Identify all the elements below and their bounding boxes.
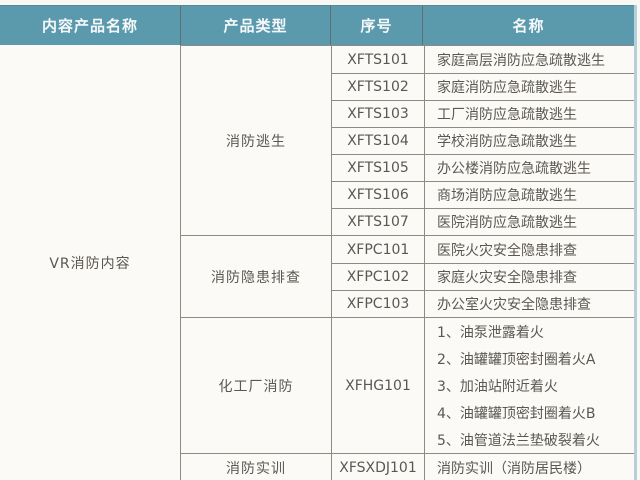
table-row: XFPC103 办公室火灾安全隐患排查 bbox=[332, 290, 634, 317]
header-name: 名称 bbox=[422, 6, 634, 45]
table-row: XFPC101 医院火灾安全隐患排查 bbox=[332, 236, 634, 263]
table-row: XFTS102 家庭消防应急疏散逃生 bbox=[332, 73, 634, 100]
table-row: XFTS103 工厂消防应急疏散逃生 bbox=[332, 100, 634, 127]
product-type-group: 消防逃生 XFTS101 家庭高层消防应急疏散逃生 XFTS102 家庭消防应急疏散逃生… bbox=[181, 46, 634, 235]
product-name-line: 1、油泵泄露着火 bbox=[437, 324, 544, 341]
serial-code-cell: XFTS106 bbox=[347, 187, 409, 203]
header-product-type: 产品类型 bbox=[180, 6, 330, 45]
table-row: XFTS106 商场消防应急疏散逃生 bbox=[332, 181, 634, 208]
serial-code-cell: XFTS107 bbox=[347, 214, 409, 230]
serial-code-cell: XFTS105 bbox=[347, 160, 409, 176]
serial-code-cell: XFPC101 bbox=[346, 241, 410, 258]
serial-code-cell: XFTS102 bbox=[347, 79, 409, 95]
table-row: XFTS105 办公楼消防应急疏散逃生 bbox=[332, 154, 634, 181]
product-name-cell: 医院消防应急疏散逃生 bbox=[424, 209, 634, 235]
table-row: XFPC102 家庭火灾安全隐患排查 bbox=[332, 263, 634, 290]
table-row: XFSXDJ101 消防实训（消防居民楼） bbox=[332, 454, 634, 480]
product-type-group: 化工厂消防 XFHG101 1、油泵泄露着火 2、油罐罐顶密封圈着火A 3、加油站附近着… bbox=[181, 317, 634, 453]
product-groups: 消防逃生 XFTS101 家庭高层消防应急疏散逃生 XFTS102 家庭消防应急疏散逃生… bbox=[180, 45, 634, 480]
table-header-row: 内容产品名称 产品类型 序号 名称 bbox=[0, 5, 634, 45]
group-rows: XFPC101 医院火灾安全隐患排查 XFPC102 家庭火灾安全隐患排查 XFPC10… bbox=[331, 236, 634, 317]
product-name-line: 5、油管道法兰垫破裂着火 bbox=[437, 432, 600, 449]
product-name-line: 3、加油站附近着火 bbox=[437, 378, 558, 395]
group-rows: XFSXDJ101 消防实训（消防居民楼） bbox=[331, 454, 634, 480]
product-type-cell: 化工厂消防 bbox=[218, 378, 294, 395]
serial-code-cell: XFTS101 bbox=[347, 51, 409, 68]
serial-code-cell: XFSXDJ101 bbox=[339, 459, 417, 476]
product-type-cell: 消防实训 bbox=[226, 460, 286, 477]
product-name-cell: 1、油泵泄露着火 2、油罐罐顶密封圈着火A 3、加油站附近着火 4、油罐罐顶密封圈着火… bbox=[424, 318, 634, 453]
product-name-cell: 消防实训（消防居民楼） bbox=[424, 454, 634, 480]
content-product-name-cell: VR消防内容 bbox=[49, 256, 131, 272]
serial-code-cell: XFHG101 bbox=[345, 377, 411, 394]
header-serial-number: 序号 bbox=[330, 6, 422, 45]
table-row: XFTS107 医院消防应急疏散逃生 bbox=[332, 208, 634, 235]
table-body: VR消防内容 消防逃生 XFTS101 家庭高层消防应急疏散逃生 XFTS102 家庭消… bbox=[0, 45, 634, 480]
product-name-cell: 家庭消防应急疏散逃生 bbox=[424, 74, 634, 100]
product-type-group: 消防实训 XFSXDJ101 消防实训（消防居民楼） bbox=[181, 453, 634, 480]
table-row: XFHG101 1、油泵泄露着火 2、油罐罐顶密封圈着火A 3、加油站附近着火 4、油罐… bbox=[332, 318, 634, 453]
group-rows: XFTS101 家庭高层消防应急疏散逃生 XFTS102 家庭消防应急疏散逃生 XFTS… bbox=[331, 46, 634, 235]
product-name-cell: 工厂消防应急疏散逃生 bbox=[424, 101, 634, 127]
product-name-cell: 家庭高层消防应急疏散逃生 bbox=[424, 46, 634, 73]
product-name-cell: 办公室火灾安全隐患排查 bbox=[424, 291, 634, 317]
product-name-cell: 医院火灾安全隐患排查 bbox=[424, 236, 634, 263]
product-table: 内容产品名称 产品类型 序号 名称 VR消防内容 消防逃生 XFTS101 家庭高层… bbox=[0, 5, 637, 480]
table-row: XFTS101 家庭高层消防应急疏散逃生 bbox=[332, 46, 634, 73]
serial-code-cell: XFTS103 bbox=[347, 106, 409, 122]
product-name-cell: 学校消防应急疏散逃生 bbox=[424, 128, 634, 154]
product-name-line: 4、油罐罐顶密封圈着火B bbox=[437, 405, 596, 422]
product-name-cell: 商场消防应急疏散逃生 bbox=[424, 182, 634, 208]
product-type-cell: 消防隐患排查 bbox=[211, 269, 301, 286]
serial-code-cell: XFPC102 bbox=[346, 269, 410, 285]
product-name-cell: 家庭火灾安全隐患排查 bbox=[424, 264, 634, 290]
product-name-cell: 办公楼消防应急疏散逃生 bbox=[424, 155, 634, 181]
serial-code-cell: XFTS104 bbox=[347, 133, 409, 149]
table-row: XFTS104 学校消防应急疏散逃生 bbox=[332, 127, 634, 154]
header-content-product-name: 内容产品名称 bbox=[41, 17, 138, 35]
serial-code-cell: XFPC103 bbox=[346, 296, 410, 312]
product-type-cell: 消防逃生 bbox=[226, 133, 286, 150]
product-name-line: 2、油罐罐顶密封圈着火A bbox=[437, 351, 596, 368]
product-type-group: 消防隐患排查 XFPC101 医院火灾安全隐患排查 XFPC102 家庭火灾安全隐患排查… bbox=[181, 235, 634, 317]
group-rows: XFHG101 1、油泵泄露着火 2、油罐罐顶密封圈着火A 3、加油站附近着火 4、油罐… bbox=[331, 318, 634, 453]
